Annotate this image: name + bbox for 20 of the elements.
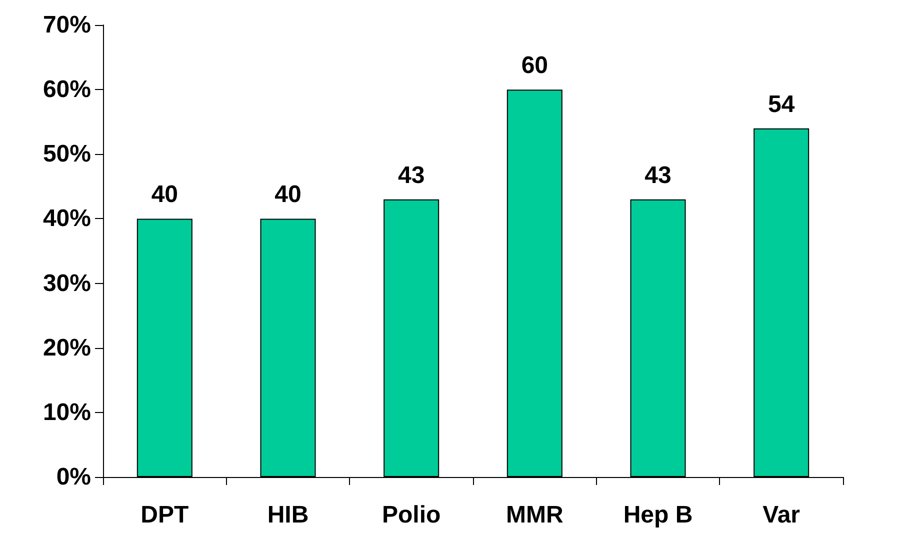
x-tick-label: Hep B [623, 502, 693, 528]
y-tick-label: 60% [42, 76, 91, 104]
data-label: 43 [398, 162, 425, 189]
x-tick-label: Polio [382, 502, 441, 528]
x-tick-label: MMR [506, 502, 564, 528]
y-tick-label: 20% [42, 334, 91, 362]
y-tick-label: 40% [42, 205, 91, 232]
y-tick-label: 30% [42, 270, 91, 297]
data-label: 54 [768, 90, 796, 118]
x-tick-label: DPT [140, 502, 190, 528]
y-tick-label: 0% [56, 464, 91, 490]
data-label: 40 [274, 181, 302, 208]
y-tick-label: 50% [42, 140, 91, 168]
data-label: 43 [644, 162, 672, 189]
data-label: 40 [151, 181, 178, 208]
x-tick-label: Var [762, 502, 800, 528]
y-tick-label: 10% [42, 398, 91, 426]
y-tick-label: 70% [42, 12, 91, 38]
x-tick-label: HIB [267, 502, 309, 528]
data-label: 60 [521, 52, 548, 80]
